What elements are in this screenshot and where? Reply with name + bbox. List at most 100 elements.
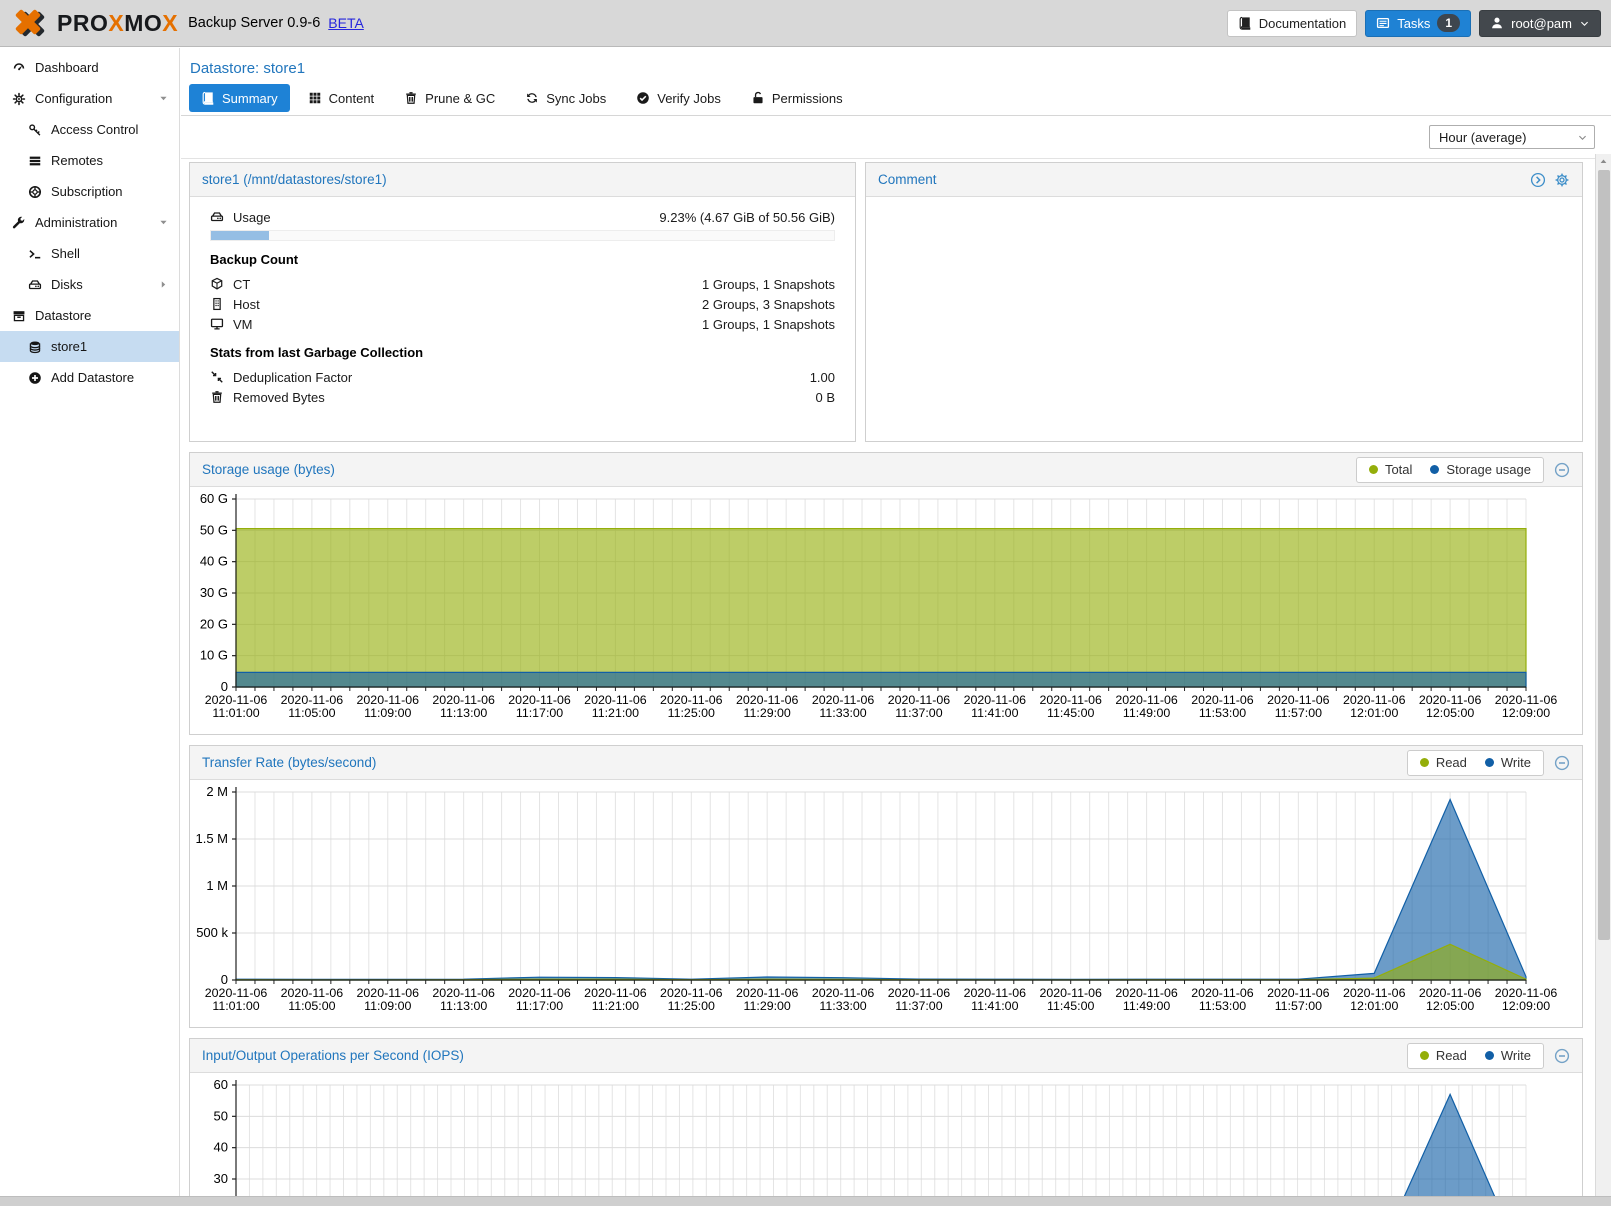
- comment-panel-title: Comment: [878, 172, 937, 187]
- user-menu-button[interactable]: root@pam: [1479, 10, 1601, 37]
- sidebar-item-add-datastore[interactable]: Add Datastore: [0, 362, 179, 393]
- svg-text:10 G: 10 G: [200, 648, 228, 663]
- sidebar-item-configuration[interactable]: Configuration: [0, 83, 179, 114]
- header-buttons: Documentation Tasks 1 root@pam: [1227, 10, 1601, 37]
- sidebar-item-dashboard[interactable]: Dashboard: [0, 52, 179, 83]
- collapse-icon[interactable]: [1554, 755, 1570, 771]
- svg-text:11:05:00: 11:05:00: [288, 706, 335, 720]
- svg-text:0: 0: [221, 679, 228, 694]
- legend-1: Read Write: [1407, 750, 1544, 776]
- svg-text:11:29:00: 11:29:00: [744, 999, 791, 1013]
- scroll-up-icon[interactable]: [1598, 156, 1610, 168]
- hdd-icon: [210, 210, 224, 224]
- tab-content[interactable]: Content: [296, 84, 387, 112]
- documentation-button[interactable]: Documentation: [1227, 10, 1357, 37]
- legend-item-write[interactable]: Write: [1485, 1048, 1531, 1063]
- legend-item-read[interactable]: Read: [1420, 755, 1467, 770]
- time-range-value: Hour (average): [1439, 130, 1526, 145]
- sidebar-item-store1[interactable]: store1: [0, 331, 179, 362]
- tab-prune-gc[interactable]: Prune & GC: [392, 84, 507, 112]
- usage-label: Usage: [233, 210, 271, 225]
- sidebar-item-remotes[interactable]: Remotes: [0, 145, 179, 176]
- collapse-icon[interactable]: [1554, 1048, 1570, 1064]
- sidebar-item-disks[interactable]: Disks: [0, 269, 179, 300]
- tasks-icon: [1376, 16, 1390, 30]
- svg-text:2020-11-06: 2020-11-06: [584, 693, 647, 707]
- database-icon: [28, 340, 42, 354]
- gear-icon[interactable]: [1554, 172, 1570, 188]
- page-title: Datastore: store1: [181, 48, 1611, 83]
- tab-label: Prune & GC: [425, 91, 495, 106]
- svg-text:30 G: 30 G: [200, 585, 228, 600]
- unlock-icon: [751, 91, 765, 105]
- brand-segment: X: [108, 10, 124, 36]
- tab-label: Content: [329, 91, 375, 106]
- legend-dot: [1420, 758, 1429, 767]
- scroll-area: store1 (/mnt/datastores/store1) Usage 9.…: [181, 154, 1611, 1196]
- compress-icon: [210, 370, 224, 384]
- sidebar-item-access-control[interactable]: Access Control: [0, 114, 179, 145]
- beta-link[interactable]: BETA: [328, 15, 364, 31]
- svg-text:2020-11-06: 2020-11-06: [660, 986, 723, 1000]
- sidebar-item-label: Add Datastore: [51, 370, 134, 385]
- svg-text:11:17:00: 11:17:00: [516, 999, 563, 1013]
- grid-icon: [308, 91, 322, 105]
- comment-panel-header: Comment: [866, 163, 1582, 197]
- summary-body: Usage 9.23% (4.67 GiB of 50.56 GiB) Back…: [190, 197, 855, 407]
- svg-text:11:33:00: 11:33:00: [819, 706, 866, 720]
- vertical-scrollbar[interactable]: [1595, 154, 1611, 1196]
- tab-sync-jobs[interactable]: Sync Jobs: [513, 84, 618, 112]
- main-area: Datastore: store1 Summary Content Prune & …: [181, 48, 1611, 1196]
- legend-item-read[interactable]: Read: [1420, 1048, 1467, 1063]
- tasks-button[interactable]: Tasks 1: [1365, 10, 1471, 37]
- svg-text:2020-11-06: 2020-11-06: [508, 693, 571, 707]
- collapse-icon[interactable]: [1554, 462, 1570, 478]
- svg-text:40: 40: [214, 1140, 228, 1155]
- chevron-down-icon: [1579, 18, 1590, 29]
- remotes-icon: [28, 154, 42, 168]
- svg-text:11:17:00: 11:17:00: [516, 706, 563, 720]
- proxmox-logo: PROXMOX: [12, 7, 178, 39]
- tab-permissions[interactable]: Permissions: [739, 84, 855, 112]
- iops-panel: Input/Output Operations per Second (IOPS…: [189, 1038, 1583, 1196]
- svg-text:2020-11-06: 2020-11-06: [1495, 693, 1558, 707]
- svg-text:2020-11-06: 2020-11-06: [1267, 986, 1330, 1000]
- row-label: CT: [233, 277, 250, 292]
- sidebar-item-shell[interactable]: Shell: [0, 238, 179, 269]
- horizontal-scrollbar[interactable]: [0, 1196, 1611, 1206]
- time-range-select[interactable]: Hour (average): [1429, 125, 1595, 149]
- content: store1 (/mnt/datastores/store1) Usage 9.…: [189, 162, 1583, 1196]
- legend-item-total[interactable]: Total: [1369, 462, 1412, 477]
- svg-text:11:29:00: 11:29:00: [744, 706, 791, 720]
- legend-label: Write: [1501, 755, 1531, 770]
- sidebar-item-administration[interactable]: Administration: [0, 207, 179, 238]
- sidebar-item-datastore[interactable]: Datastore: [0, 300, 179, 331]
- gc-stats-rows: Deduplication Factor1.00Removed Bytes0 B: [210, 367, 835, 407]
- svg-text:2020-11-06: 2020-11-06: [281, 986, 344, 1000]
- svg-text:11:13:00: 11:13:00: [440, 706, 487, 720]
- legend-item-storage-usage[interactable]: Storage usage: [1430, 462, 1531, 477]
- svg-text:0: 0: [221, 972, 228, 987]
- tab-summary[interactable]: Summary: [189, 84, 290, 112]
- legend-dot: [1485, 758, 1494, 767]
- legend-item-write[interactable]: Write: [1485, 755, 1531, 770]
- svg-text:11:57:00: 11:57:00: [1275, 999, 1322, 1013]
- chart-2: 60504030201002020-11-0611:01:002020-11-0…: [190, 1073, 1582, 1196]
- sidebar-item-label: Shell: [51, 246, 80, 261]
- terminal-icon: [28, 247, 42, 261]
- summary-row-ct: CT1 Groups, 1 Snapshots: [210, 274, 835, 294]
- chevron-circle-icon[interactable]: [1530, 172, 1546, 188]
- lifering-icon: [28, 185, 42, 199]
- svg-text:12:01:00: 12:01:00: [1350, 706, 1398, 720]
- row-value: 1 Groups, 1 Snapshots: [702, 317, 835, 332]
- svg-text:1 M: 1 M: [206, 878, 228, 893]
- scrollbar-thumb[interactable]: [1598, 170, 1610, 940]
- row-label: Removed Bytes: [233, 390, 325, 405]
- chart-canvas-0: 60 G50 G40 G30 G20 G10 G02020-11-0611:01…: [190, 489, 1584, 729]
- legend-label: Total: [1385, 462, 1412, 477]
- chart-canvas-1: 2 M1.5 M1 M500 k02020-11-0611:01:002020-…: [190, 782, 1584, 1022]
- sidebar-item-subscription[interactable]: Subscription: [0, 176, 179, 207]
- tab-verify-jobs[interactable]: Verify Jobs: [624, 84, 733, 112]
- storage-usage-header: Storage usage (bytes) TotalStorage usage: [190, 453, 1582, 487]
- svg-text:2020-11-06: 2020-11-06: [1039, 986, 1102, 1000]
